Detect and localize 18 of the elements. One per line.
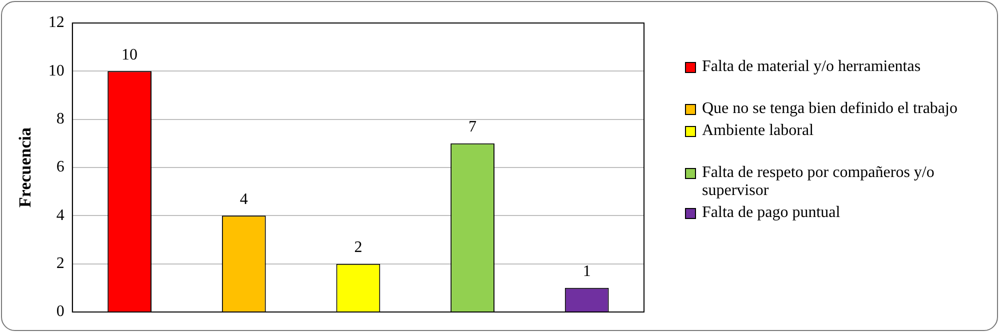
y-axis-title: Frecuencia — [16, 127, 35, 208]
data-label: 4 — [240, 190, 248, 208]
y-tick-label: 10 — [48, 62, 64, 80]
data-label: 7 — [468, 118, 477, 136]
legend-label: Que no se tenga bien definido el trabajo — [702, 100, 958, 118]
data-label: 10 — [122, 46, 138, 64]
y-tick-label: 8 — [56, 110, 64, 128]
data-label: 1 — [582, 263, 591, 280]
data-label: 2 — [354, 239, 362, 256]
y-tick-label: 0 — [56, 303, 64, 320]
y-tick-label: 6 — [56, 158, 64, 176]
legend-label: Falta de pago puntual — [702, 204, 840, 222]
y-tick-label: 2 — [56, 255, 64, 272]
y-tick-label: 12 — [48, 14, 64, 32]
legend-label: Falta de respeto por compañeros y/o supervisor — [702, 164, 936, 200]
legend-label: Ambiente laboral — [702, 122, 814, 140]
legend-label: Falta de material y/o herramientas — [702, 58, 921, 76]
y-tick-label: 4 — [56, 206, 64, 224]
